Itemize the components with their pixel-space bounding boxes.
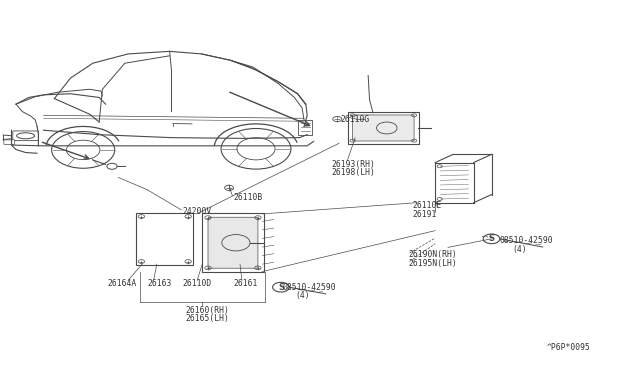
Text: 26193(RH): 26193(RH): [332, 160, 376, 169]
Text: 24200V: 24200V: [182, 207, 212, 216]
Text: 26163: 26163: [147, 279, 172, 288]
Text: 26191: 26191: [413, 210, 437, 219]
Text: 26164A: 26164A: [108, 279, 137, 288]
Text: 26110D: 26110D: [182, 279, 212, 288]
Text: 26160(RH): 26160(RH): [186, 307, 230, 315]
Text: 26198(LH): 26198(LH): [332, 168, 376, 177]
FancyBboxPatch shape: [13, 131, 38, 141]
Text: 26110G: 26110G: [340, 115, 370, 124]
Text: ^P6P*0095: ^P6P*0095: [547, 343, 591, 352]
Text: (4): (4): [512, 245, 527, 254]
FancyBboxPatch shape: [208, 217, 258, 268]
FancyBboxPatch shape: [4, 140, 15, 144]
Text: 08510-42590: 08510-42590: [499, 236, 553, 245]
Text: 26190N(RH): 26190N(RH): [408, 250, 457, 259]
FancyBboxPatch shape: [202, 213, 264, 272]
Text: S: S: [278, 283, 284, 292]
Text: 26110E: 26110E: [413, 201, 442, 210]
Text: 26161: 26161: [234, 279, 258, 288]
Text: S: S: [488, 234, 495, 243]
Text: 26165(LH): 26165(LH): [186, 314, 230, 323]
FancyBboxPatch shape: [348, 112, 419, 144]
FancyBboxPatch shape: [353, 115, 414, 141]
Text: 26195N(LH): 26195N(LH): [408, 259, 457, 267]
Text: 08510-42590: 08510-42590: [283, 283, 337, 292]
Text: 26110B: 26110B: [234, 193, 263, 202]
FancyBboxPatch shape: [298, 120, 312, 135]
FancyBboxPatch shape: [136, 213, 193, 265]
Text: (4): (4): [296, 291, 310, 300]
